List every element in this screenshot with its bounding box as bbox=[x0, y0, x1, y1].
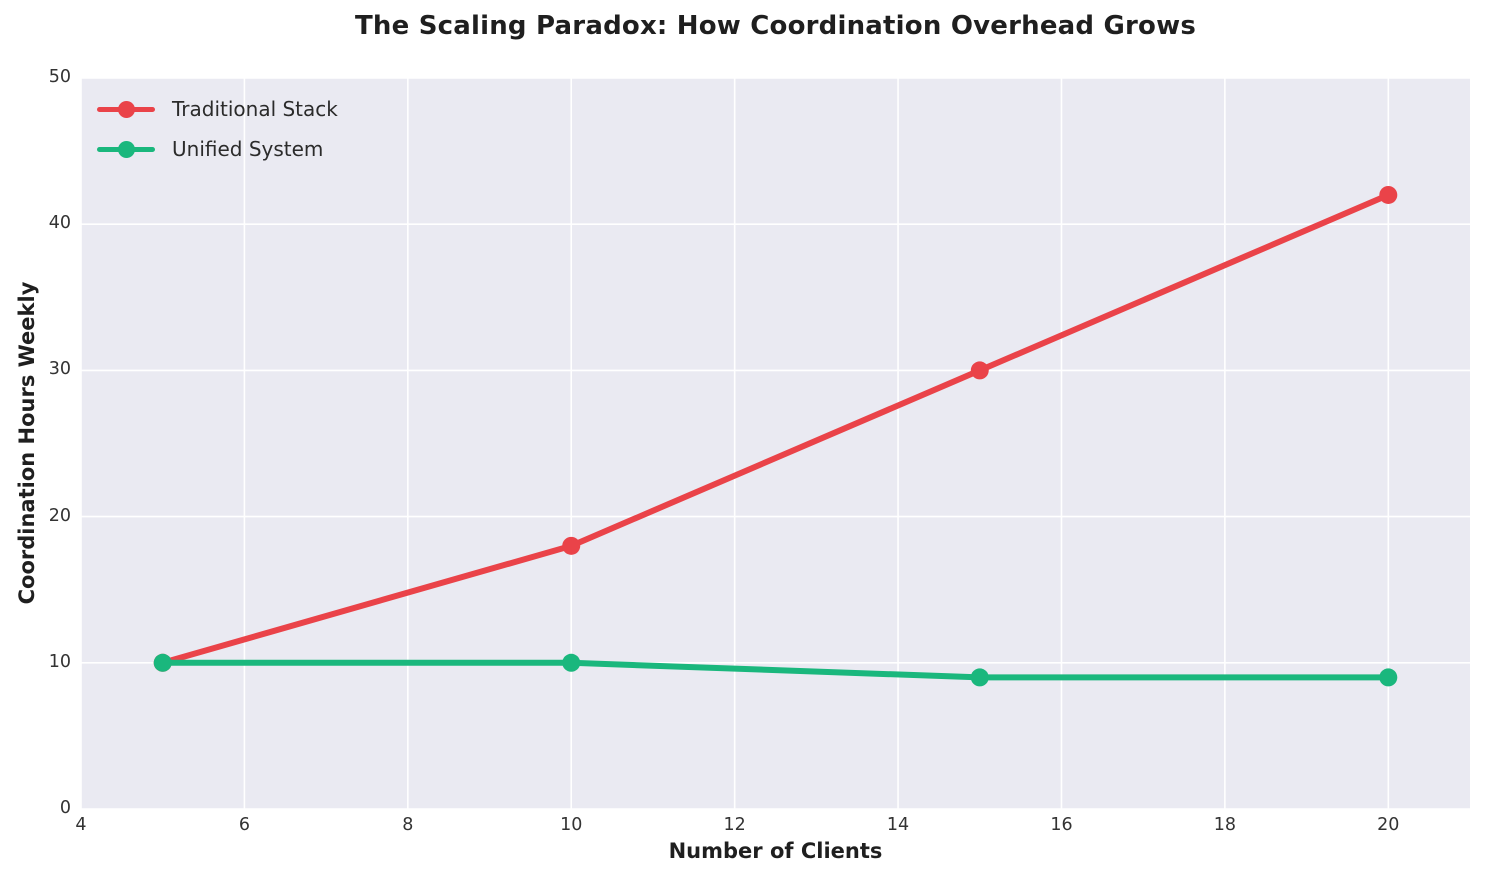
x-tick-label: 16 bbox=[1050, 815, 1073, 835]
data-point-marker bbox=[153, 653, 172, 672]
y-tick-label: 0 bbox=[59, 798, 71, 818]
chart-title: The Scaling Paradox: How Coordination Ov… bbox=[354, 11, 1197, 41]
x-tick-label: 20 bbox=[1377, 815, 1400, 835]
y-tick-label: 20 bbox=[48, 505, 71, 526]
legend-label: Traditional Stack bbox=[172, 97, 338, 121]
series-line bbox=[159, 191, 1392, 666]
y-tick-label: 10 bbox=[48, 651, 71, 672]
series-line bbox=[159, 659, 1392, 681]
legend: Traditional Stack Unified System bbox=[97, 92, 338, 166]
y-tick-label: 30 bbox=[48, 359, 71, 380]
legend-label: Unified System bbox=[172, 137, 324, 161]
x-tick-label: 12 bbox=[723, 815, 746, 835]
plot-area: Traditional Stack Unified System bbox=[81, 78, 1470, 809]
legend-line-marker-icon bbox=[97, 140, 155, 158]
x-tick-label: 4 bbox=[75, 815, 87, 835]
x-tick-label: 18 bbox=[1213, 815, 1237, 835]
x-axis-label: Number of Clients bbox=[668, 839, 883, 863]
x-tick-label: 10 bbox=[560, 815, 583, 835]
y-tick-label: 50 bbox=[48, 67, 71, 87]
plot-background bbox=[81, 78, 1470, 809]
legend-item: Traditional Stack bbox=[97, 92, 338, 126]
data-point-marker bbox=[562, 536, 581, 555]
data-point-marker bbox=[970, 361, 989, 380]
data-point-marker bbox=[562, 653, 581, 672]
plot-canvas bbox=[81, 78, 1470, 809]
data-point-marker bbox=[1379, 668, 1398, 687]
y-tick-label: 40 bbox=[48, 213, 71, 234]
x-tick-label: 6 bbox=[238, 815, 250, 835]
data-point-marker bbox=[1379, 185, 1398, 204]
legend-line-marker-icon bbox=[97, 100, 155, 118]
data-point-marker bbox=[970, 668, 989, 687]
x-tick-label: 8 bbox=[402, 815, 414, 835]
legend-item: Unified System bbox=[97, 132, 338, 166]
y-axis-label: Coordination Hours Weekly bbox=[15, 281, 39, 605]
x-tick-label: 14 bbox=[886, 815, 910, 835]
